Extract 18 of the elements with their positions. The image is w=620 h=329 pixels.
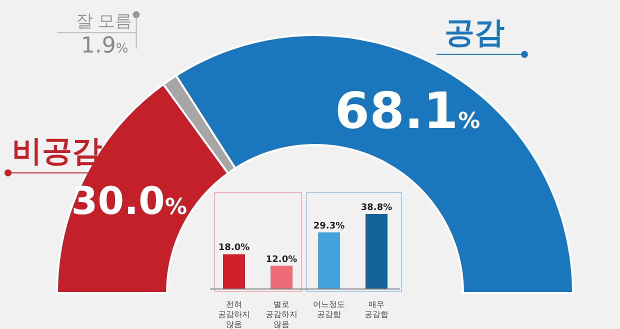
data-label: 30.0%: [71, 178, 188, 223]
bar: [270, 266, 292, 289]
bar: [318, 232, 340, 289]
legend-label: 잘 모름: [76, 12, 132, 32]
bar: [223, 254, 245, 289]
data-label: 29.3%: [313, 221, 345, 232]
x-tick-label: 매우 공감함: [364, 300, 388, 319]
bar: [366, 214, 388, 289]
data-label: 38.8%: [360, 203, 392, 213]
slice-label: 공감: [444, 15, 505, 50]
slice-label: 비공감: [12, 134, 102, 169]
data-label: 1.9%: [80, 34, 128, 59]
x-tick-label: 전혀 공감하지 않음: [218, 300, 250, 329]
x-tick-label: 별로 공감하지 않음: [265, 300, 298, 329]
data-label: 68.1%: [334, 82, 480, 140]
x-tick-label: 어느정도 공감함: [312, 300, 345, 319]
data-label: 18.0%: [218, 243, 250, 254]
data-label: 12.0%: [266, 254, 298, 265]
